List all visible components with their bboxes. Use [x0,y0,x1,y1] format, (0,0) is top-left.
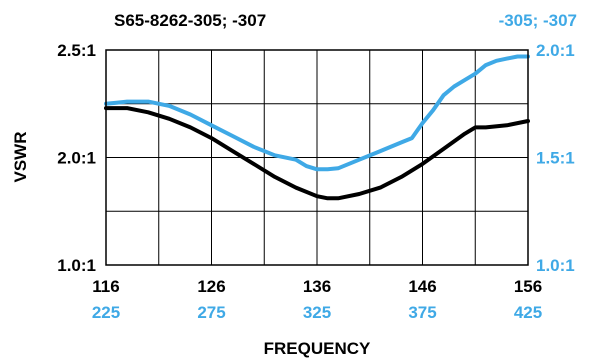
chart-title: S65-8262-305; -307 [114,11,266,30]
y-left-tick-label: 1.0:1 [57,256,96,275]
x-axis-label: FREQUENCY [264,339,371,358]
y-left-tick-label: 2.5:1 [57,41,96,60]
y-axis-label: VSWR [11,132,30,183]
y-left-tick-label: 2.0:1 [57,149,96,168]
y-right-tick-label: 1.0:1 [536,256,575,275]
y-right-tick-label: 2.0:1 [536,41,575,60]
x-tick-label-secondary: 425 [514,303,542,322]
y-left-tick-labels: 2.5:1 2.0:1 1.0:1 [57,41,96,275]
series-line-blue [104,54,530,172]
y-right-tick-labels: 2.0:1 1.5:1 1.0:1 [536,41,575,275]
x-tick-label: 126 [197,277,225,296]
x-tick-label-secondary: 375 [408,303,436,322]
x-tick-label-secondary: 225 [92,303,120,322]
y-right-tick-label: 1.5:1 [536,149,575,168]
x-tick-label-secondary: 275 [197,303,225,322]
series-line-black [104,106,530,201]
plot-frame [105,49,529,266]
series-layer [104,54,530,201]
x-tick-label: 136 [303,277,331,296]
x-tick-label: 146 [408,277,436,296]
x-tick-labels-primary: 116 126 136 146 156 [92,277,542,296]
chart-title-blue: -305; -307 [499,11,577,30]
x-tick-label: 116 [92,277,119,296]
x-tick-label: 156 [514,277,542,296]
x-tick-label-secondary: 325 [303,303,331,322]
x-tick-labels-secondary: 225 275 325 375 425 [92,303,542,322]
